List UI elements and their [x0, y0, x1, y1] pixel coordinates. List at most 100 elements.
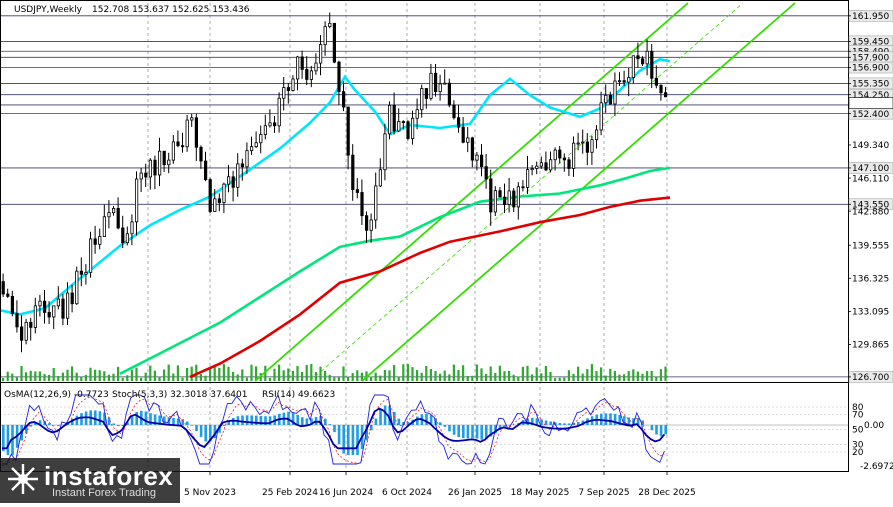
- candle-body: [526, 170, 528, 188]
- volume-bar: [172, 374, 174, 381]
- volume-bar: [499, 366, 501, 381]
- volume-bar: [301, 372, 303, 381]
- candle-body: [503, 197, 505, 204]
- candle-body: [439, 84, 441, 92]
- volume-bar: [319, 367, 321, 381]
- price-tick-label: 136.325: [852, 275, 889, 285]
- candle-body: [57, 299, 59, 306]
- candle-body: [448, 83, 450, 105]
- candle-body: [375, 186, 377, 220]
- volume-bar: [287, 368, 289, 381]
- volume-bar: [347, 376, 349, 381]
- volume-bar: [388, 370, 390, 381]
- date-label: 6 Oct 2024: [382, 488, 432, 498]
- volume-bar: [191, 367, 193, 381]
- candle-body: [2, 282, 4, 294]
- volume-bar: [637, 372, 639, 381]
- candle-body: [549, 160, 551, 170]
- candle-body: [278, 98, 280, 126]
- candle-body: [605, 95, 607, 102]
- volume-bar: [250, 365, 252, 381]
- osma-bar: [195, 425, 198, 431]
- volume-bar: [89, 368, 91, 381]
- volume-bar: [135, 368, 137, 381]
- candle-body: [250, 147, 252, 151]
- volume-bar: [490, 366, 492, 381]
- candle-body: [540, 163, 542, 166]
- candle-body: [586, 142, 588, 152]
- volume-bar: [204, 376, 206, 381]
- osma-bar: [30, 425, 33, 427]
- candle-body: [287, 88, 289, 91]
- volume-bar: [76, 373, 78, 381]
- candle-body: [25, 322, 27, 340]
- candle-body: [43, 301, 45, 312]
- candle-body: [310, 71, 312, 80]
- candle-body: [191, 118, 193, 120]
- volume-bar: [379, 376, 381, 381]
- candle-body: [660, 85, 662, 92]
- volume-bar: [554, 378, 556, 381]
- osma-bar: [609, 413, 612, 425]
- candle-body: [315, 63, 317, 71]
- volume-bar: [563, 378, 565, 381]
- candle-body: [444, 83, 446, 84]
- volume-bar: [269, 378, 271, 381]
- candle-body: [237, 164, 239, 187]
- candle-body: [655, 78, 657, 85]
- volume-bar: [660, 369, 662, 381]
- osma-bar: [347, 425, 350, 455]
- volume-bar: [540, 373, 542, 381]
- date-label: 7 Sep 2025: [578, 488, 629, 498]
- candle-body: [200, 147, 202, 161]
- osma-bar: [246, 415, 249, 425]
- candle-body: [365, 216, 367, 231]
- volume-bar: [34, 371, 36, 381]
- osma-bar: [200, 425, 203, 437]
- candle-body: [30, 322, 32, 327]
- volume-bar: [53, 368, 55, 381]
- osma-bar: [398, 419, 401, 425]
- candle-body: [618, 81, 620, 82]
- volume-bar: [462, 365, 464, 381]
- volume-bar: [591, 364, 593, 381]
- candle-body: [522, 187, 524, 188]
- osma-bar: [94, 410, 97, 425]
- osma-bar: [462, 425, 465, 438]
- candle-body: [646, 51, 648, 64]
- candle-body: [149, 160, 151, 177]
- volume-bar: [20, 366, 22, 381]
- candle-body: [370, 220, 372, 230]
- volume-bar: [126, 375, 128, 381]
- volume-bar: [296, 366, 298, 381]
- candle-body: [577, 143, 579, 144]
- volume-bar: [531, 374, 533, 381]
- volume-bar: [618, 375, 620, 381]
- volume-bar: [163, 369, 165, 381]
- candle-body: [172, 142, 174, 160]
- candle-body: [108, 213, 110, 217]
- volume-bar: [273, 369, 275, 381]
- candle-body: [306, 69, 308, 79]
- osma-bar: [99, 411, 102, 425]
- volume-bar: [306, 365, 308, 381]
- date-label: 5 Nov 2023: [184, 488, 236, 498]
- osma-bar: [306, 418, 309, 425]
- osma-bar: [145, 412, 148, 425]
- watermark-tagline: Instant Forex Trading: [52, 487, 156, 499]
- volume-bar: [375, 373, 377, 381]
- candle-body: [361, 192, 363, 215]
- date-label: 18 May 2025: [511, 488, 570, 498]
- osma-bar: [80, 413, 83, 425]
- volume-bar: [425, 366, 427, 381]
- volume-bar: [315, 372, 317, 381]
- candle-body: [168, 160, 170, 165]
- osma-bar: [250, 415, 253, 425]
- candle-body: [154, 160, 156, 175]
- candle-body: [195, 118, 197, 147]
- osma-bar: [223, 425, 226, 426]
- osma-bar: [444, 425, 447, 427]
- volume-bar: [393, 365, 395, 381]
